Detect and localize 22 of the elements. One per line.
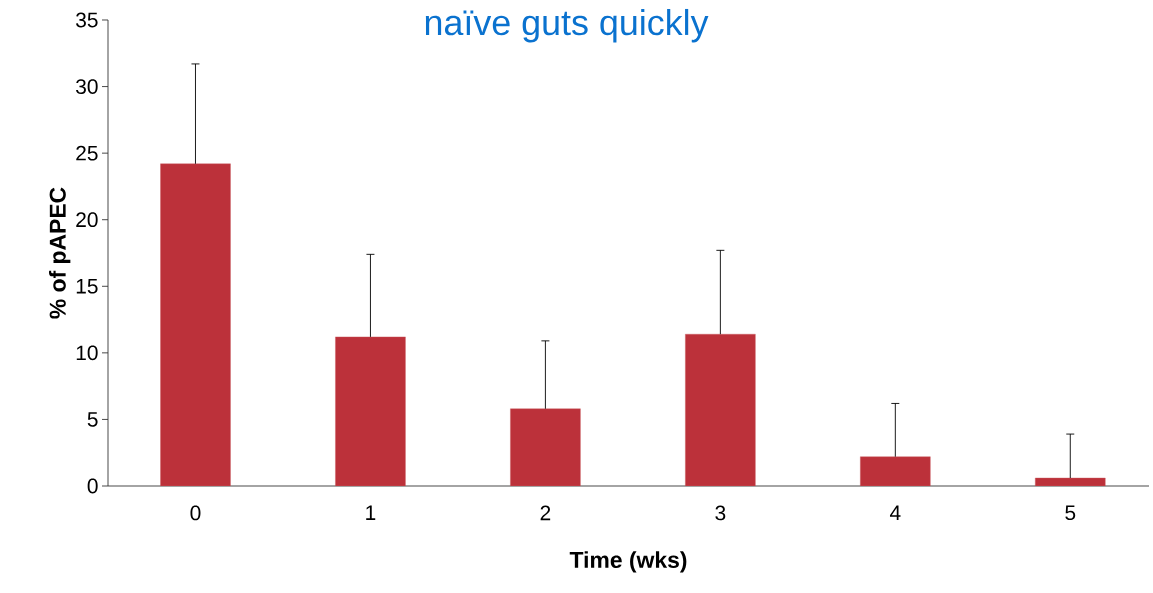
bar: [335, 336, 406, 486]
y-tick-label: 35: [76, 12, 98, 28]
x-tick-label: 4: [889, 505, 901, 520]
bar: [160, 163, 231, 486]
x-axis-title: Time (wks): [569, 551, 687, 573]
y-tick-label: 10: [76, 345, 98, 361]
y-tick-label: 30: [76, 79, 98, 94]
x-tick-label: 3: [715, 505, 726, 521]
bar: [860, 456, 931, 486]
x-tick-label: 1: [366, 505, 376, 520]
y-tick-label: 25: [76, 145, 98, 161]
y-tick-label: 15: [76, 278, 98, 294]
y-tick-label: 5: [87, 412, 98, 427]
y-tick-label: 20: [76, 212, 98, 228]
chart-title: naïve guts quickly: [425, 8, 709, 43]
x-tick-label: 2: [540, 505, 551, 521]
x-tick-label: 0: [190, 505, 201, 521]
y-axis-title: % of pAPEC: [49, 187, 71, 319]
bar: [510, 408, 581, 486]
y-tick-label: 0: [87, 478, 98, 494]
bar: [685, 334, 756, 486]
x-tick-label: 5: [1065, 505, 1076, 521]
